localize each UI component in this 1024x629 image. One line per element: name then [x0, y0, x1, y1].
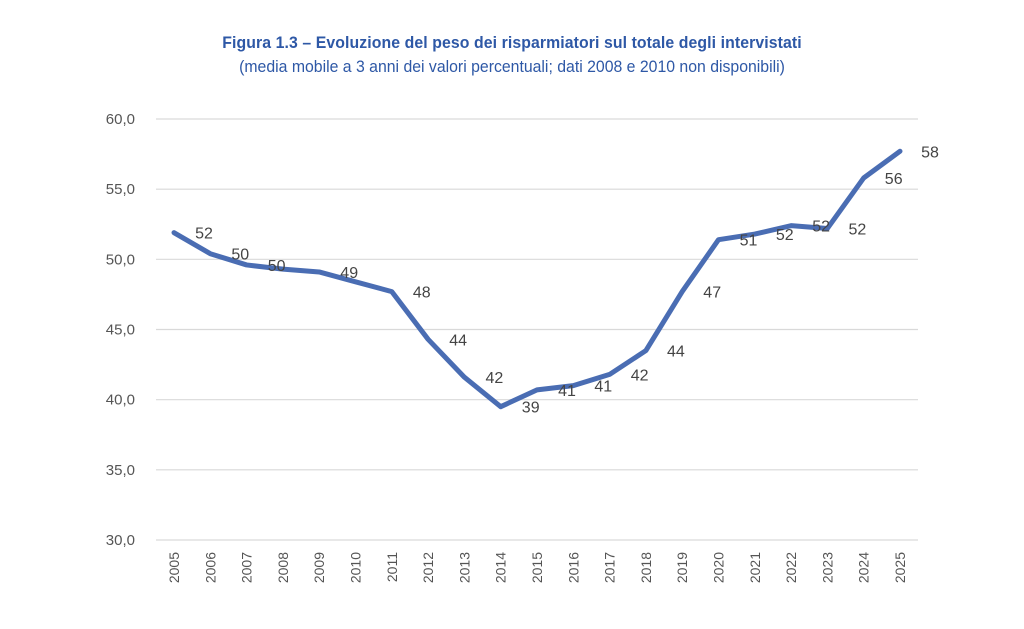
data-label: 52	[776, 227, 794, 244]
y-tick-label: 45,0	[106, 322, 135, 339]
data-label: 50	[231, 247, 249, 264]
x-tick-label: 2014	[493, 552, 509, 583]
x-tick-label: 2019	[674, 552, 690, 583]
data-label: 44	[449, 332, 467, 349]
data-label: 48	[413, 285, 431, 302]
x-tick-label: 2016	[565, 552, 581, 583]
gridlines	[156, 118, 918, 541]
data-label: 58	[921, 144, 939, 161]
x-tick-label: 2008	[275, 552, 291, 583]
data-label: 41	[558, 383, 576, 400]
x-axis-ticks: 2005 2006 2007 2008 2009 2010 2011 2012 2013 2014…	[166, 552, 908, 583]
chart-subtitle: (media mobile a 3 anni dei valori percen…	[239, 57, 785, 76]
data-labels: 52 50 50 49 48 44 42 39 41 41 42 44 47 51 52 52 52 56 58	[195, 144, 939, 416]
series-line-group	[171, 148, 903, 410]
data-label: 52	[812, 219, 830, 236]
x-tick-label: 2013	[456, 552, 472, 583]
data-label: 49	[340, 265, 358, 282]
data-label: 39	[522, 400, 540, 417]
x-tick-label: 2012	[420, 552, 436, 583]
y-tick-label: 60,0	[106, 111, 135, 128]
x-tick-label: 2011	[384, 552, 400, 582]
data-label: 41	[594, 379, 612, 396]
x-tick-label: 2007	[239, 552, 255, 583]
x-tick-label: 2010	[348, 552, 364, 583]
data-label: 47	[703, 285, 721, 302]
y-tick-label: 40,0	[106, 392, 135, 409]
data-label: 56	[885, 171, 903, 188]
x-tick-label: 2005	[166, 552, 182, 583]
x-tick-label: 2022	[783, 552, 799, 583]
x-tick-label: 2006	[202, 552, 218, 583]
data-label: 52	[195, 226, 213, 243]
data-label: 44	[667, 344, 685, 361]
x-tick-label: 2020	[711, 552, 727, 583]
x-tick-label: 2024	[856, 552, 872, 583]
y-tick-label: 55,0	[106, 181, 135, 198]
y-tick-label: 30,0	[106, 532, 135, 549]
data-label: 52	[849, 221, 867, 238]
data-label: 42	[631, 367, 649, 384]
x-tick-label: 2009	[311, 552, 327, 583]
x-tick-label: 2021	[747, 552, 763, 583]
y-tick-label: 50,0	[106, 251, 135, 268]
data-label: 42	[486, 370, 504, 387]
y-tick-label: 35,0	[106, 462, 135, 479]
x-tick-label: 2018	[638, 552, 654, 583]
x-tick-label: 2025	[892, 552, 908, 583]
x-tick-label: 2017	[602, 552, 618, 583]
x-tick-label: 2023	[819, 552, 835, 583]
chart-title: Figura 1.3 – Evoluzione del peso dei ris…	[222, 33, 802, 52]
y-axis-ticks: 30,0 35,0 40,0 45,0 50,0 55,0 60,0	[106, 111, 135, 549]
x-tick-label: 2015	[529, 552, 545, 583]
data-label: 51	[740, 233, 758, 250]
data-label: 50	[268, 258, 286, 275]
